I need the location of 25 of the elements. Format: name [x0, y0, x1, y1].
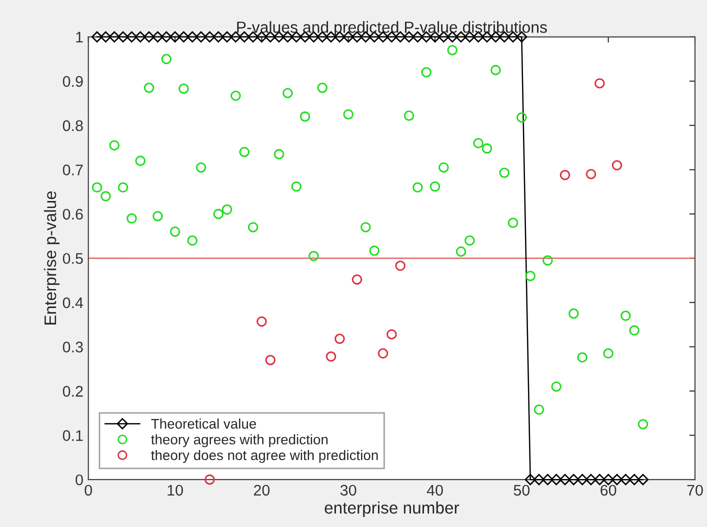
y-tick-label: 0.2 — [62, 386, 83, 397]
x-tick-label: 30 — [340, 484, 356, 496]
x-tick-label: 20 — [254, 484, 270, 496]
x-tick-label: 70 — [687, 484, 703, 496]
x-tick-label: 10 — [168, 484, 183, 496]
y-tick-label: 1 — [76, 32, 83, 42]
y-tick-label: 0.4 — [62, 297, 84, 308]
x-tick-label: 40 — [426, 484, 443, 496]
legend-label: Theoretical value — [151, 418, 256, 429]
y-tick-label: 0.1 — [62, 430, 83, 441]
x-axis-title: enterprise number — [324, 501, 460, 517]
x-tick-label: 60 — [600, 484, 616, 496]
y-tick-label: 0.9 — [62, 76, 83, 87]
y-tick-label: 0.3 — [62, 342, 83, 352]
y-axis-title: Enterprise p-value — [44, 191, 60, 324]
x-tick-label: 0 — [84, 484, 92, 496]
y-tick-label: 0 — [76, 474, 83, 486]
y-tick-label: 0.6 — [62, 208, 83, 220]
y-tick-label: 0.5 — [62, 253, 83, 264]
x-tick-label: 50 — [514, 484, 530, 496]
legend-label: theory does not agree with prediction — [151, 450, 378, 463]
chart-title: P-values and predicted P-value distributions — [237, 21, 547, 36]
legend-label: theory agrees with prediction — [151, 434, 328, 448]
y-tick-label: 0.7 — [62, 164, 83, 176]
y-tick-label: 0.8 — [62, 120, 83, 132]
